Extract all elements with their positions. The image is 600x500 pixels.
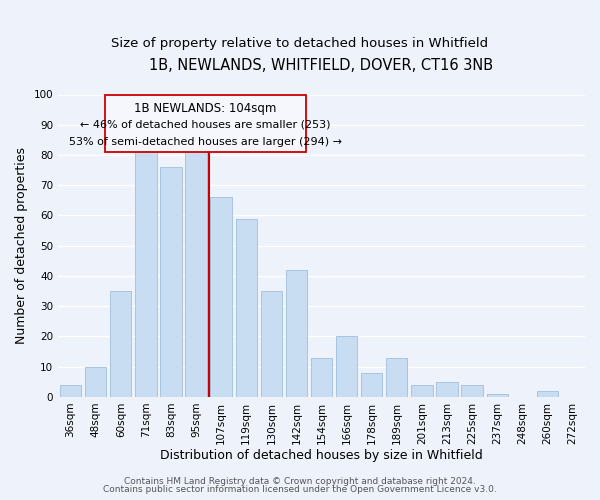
- Y-axis label: Number of detached properties: Number of detached properties: [15, 147, 28, 344]
- Bar: [85, 366, 106, 397]
- Text: ← 46% of detached houses are smaller (253): ← 46% of detached houses are smaller (25…: [80, 120, 331, 130]
- Bar: [135, 149, 157, 397]
- Bar: [211, 198, 232, 397]
- Text: 1B NEWLANDS: 104sqm: 1B NEWLANDS: 104sqm: [134, 102, 277, 115]
- Bar: [185, 149, 207, 397]
- Bar: [411, 385, 433, 397]
- FancyBboxPatch shape: [106, 94, 306, 152]
- Bar: [436, 382, 458, 397]
- Bar: [236, 218, 257, 397]
- Bar: [386, 358, 407, 397]
- Bar: [487, 394, 508, 397]
- Bar: [286, 270, 307, 397]
- Text: Contains HM Land Registry data © Crown copyright and database right 2024.: Contains HM Land Registry data © Crown c…: [124, 478, 476, 486]
- Bar: [536, 391, 558, 397]
- Bar: [260, 291, 282, 397]
- X-axis label: Distribution of detached houses by size in Whitfield: Distribution of detached houses by size …: [160, 450, 483, 462]
- Bar: [160, 167, 182, 397]
- Bar: [336, 336, 357, 397]
- Bar: [60, 385, 81, 397]
- Bar: [311, 358, 332, 397]
- Text: Size of property relative to detached houses in Whitfield: Size of property relative to detached ho…: [112, 38, 488, 51]
- Text: Contains public sector information licensed under the Open Government Licence v3: Contains public sector information licen…: [103, 485, 497, 494]
- Bar: [461, 385, 483, 397]
- Bar: [110, 291, 131, 397]
- Text: 53% of semi-detached houses are larger (294) →: 53% of semi-detached houses are larger (…: [69, 137, 342, 147]
- Title: 1B, NEWLANDS, WHITFIELD, DOVER, CT16 3NB: 1B, NEWLANDS, WHITFIELD, DOVER, CT16 3NB: [149, 58, 494, 72]
- Bar: [361, 373, 382, 397]
